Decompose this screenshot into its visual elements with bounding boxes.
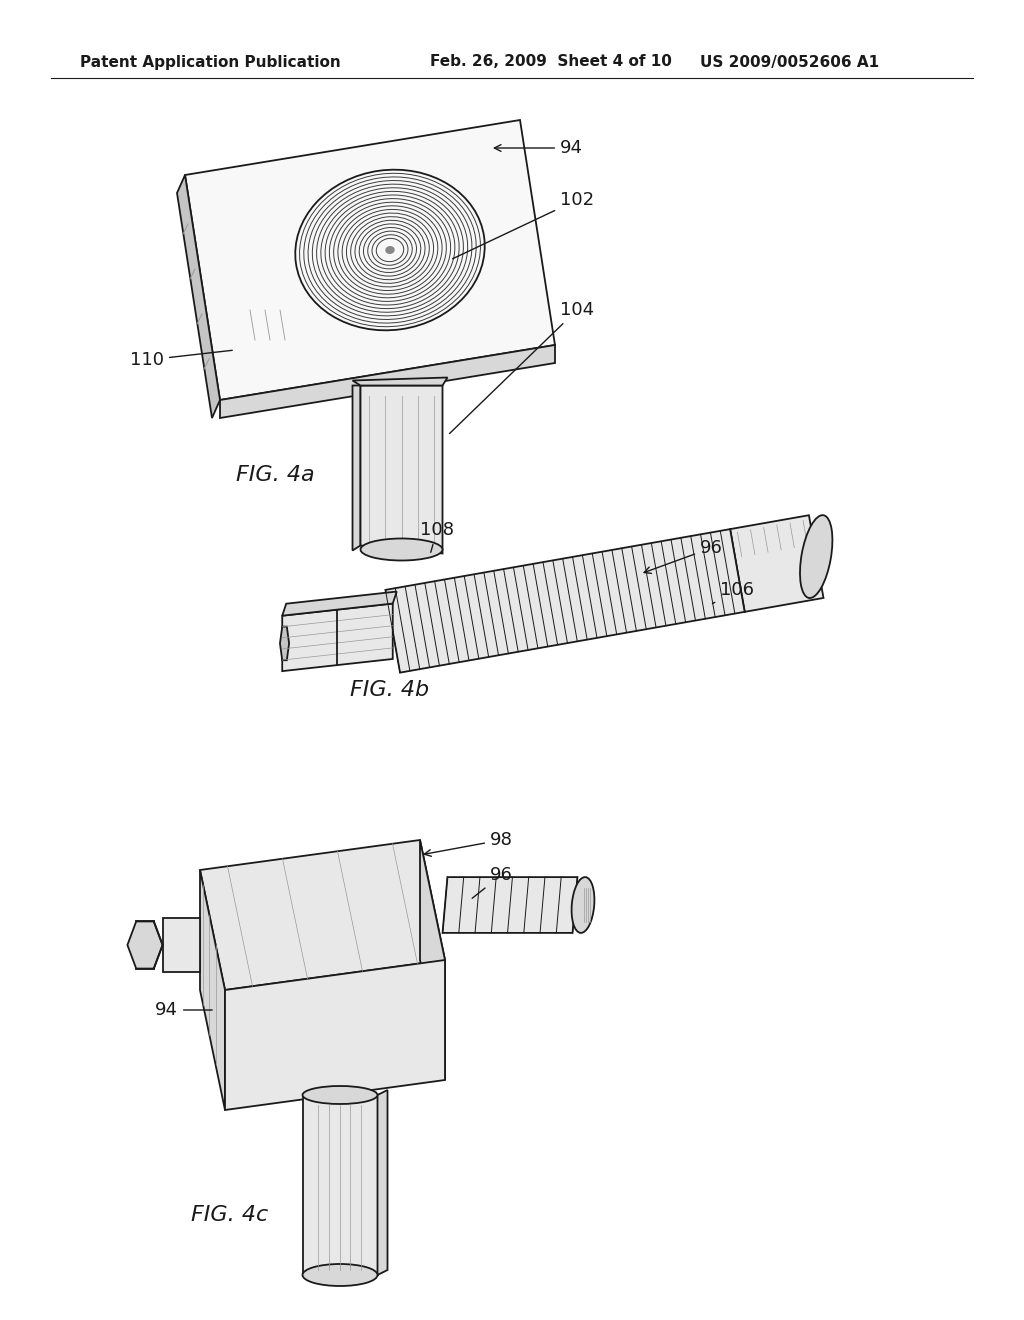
Polygon shape <box>163 917 200 973</box>
Polygon shape <box>283 591 396 615</box>
Text: 94: 94 <box>155 1001 212 1019</box>
Text: 106: 106 <box>713 581 754 603</box>
Text: 94: 94 <box>495 139 583 157</box>
Text: US 2009/0052606 A1: US 2009/0052606 A1 <box>700 54 880 70</box>
Ellipse shape <box>302 1265 378 1286</box>
Ellipse shape <box>571 876 594 933</box>
Ellipse shape <box>385 246 394 253</box>
Polygon shape <box>185 120 555 400</box>
Polygon shape <box>127 921 163 969</box>
Polygon shape <box>302 1096 378 1275</box>
Polygon shape <box>200 840 445 990</box>
Text: 110: 110 <box>130 350 232 370</box>
Text: 104: 104 <box>450 301 594 433</box>
Polygon shape <box>220 345 555 418</box>
Text: 108: 108 <box>420 521 454 552</box>
Polygon shape <box>385 529 744 673</box>
Polygon shape <box>200 870 225 1110</box>
Polygon shape <box>360 385 442 553</box>
Polygon shape <box>420 840 445 1080</box>
Polygon shape <box>442 876 578 933</box>
Polygon shape <box>225 960 445 1110</box>
Text: 96: 96 <box>644 539 723 573</box>
Polygon shape <box>352 378 447 385</box>
Text: Feb. 26, 2009  Sheet 4 of 10: Feb. 26, 2009 Sheet 4 of 10 <box>430 54 672 70</box>
Polygon shape <box>378 1090 387 1275</box>
Ellipse shape <box>800 515 833 598</box>
Polygon shape <box>730 515 823 612</box>
Polygon shape <box>283 603 393 671</box>
Text: 102: 102 <box>453 191 594 259</box>
Text: 96: 96 <box>472 866 513 899</box>
Polygon shape <box>280 627 289 660</box>
Polygon shape <box>177 176 220 418</box>
Text: 98: 98 <box>424 832 513 857</box>
Text: FIG. 4b: FIG. 4b <box>350 680 429 700</box>
Text: FIG. 4a: FIG. 4a <box>236 465 314 484</box>
Ellipse shape <box>360 539 442 561</box>
Ellipse shape <box>302 1086 378 1104</box>
Text: Patent Application Publication: Patent Application Publication <box>80 54 341 70</box>
Text: FIG. 4c: FIG. 4c <box>191 1205 268 1225</box>
Polygon shape <box>352 385 360 550</box>
